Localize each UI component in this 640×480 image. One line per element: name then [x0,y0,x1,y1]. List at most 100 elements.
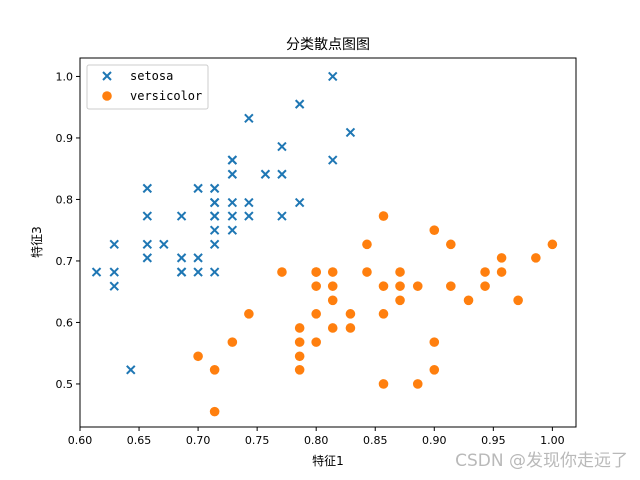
data-point-setosa [277,141,287,152]
y-tick-label: 0.9 [56,132,74,145]
data-point-versicolor [362,239,372,250]
data-point-versicolor [480,267,490,277]
data-point-versicolor [327,281,338,291]
data-point-versicolor [209,365,220,375]
x-axis-ticks: 0.60 0.65 0.70 0.75 0.80 0.85 0.90 0.95 1.00 [68,427,565,447]
data-point-setosa [277,211,287,221]
legend-label-setosa: setosa [130,69,173,83]
data-point-setosa [260,169,271,179]
data-point-setosa [209,239,220,250]
data-point-setosa [91,267,102,277]
data-point-setosa [142,183,153,194]
data-point-setosa [176,211,187,221]
data-point-versicolor [294,351,305,362]
data-point-versicolor [378,309,389,319]
x-tick-label: 0.95 [481,434,506,447]
data-point-versicolor [378,211,389,221]
data-point-versicolor [327,267,338,277]
data-point-versicolor [311,309,321,319]
x-tick-label: 0.90 [422,434,447,447]
x-tick-label: 0.70 [186,434,211,447]
data-point-setosa [142,239,153,250]
data-point-setosa [244,211,254,221]
x-tick-label: 0.80 [304,434,329,447]
legend-label-versicolor: versicolor [130,89,202,103]
data-point-setosa [328,155,338,165]
data-point-setosa [209,183,220,194]
data-point-setosa [328,71,338,82]
data-points [91,71,558,417]
data-point-setosa [294,197,305,208]
data-point-versicolor [345,323,356,333]
data-point-versicolor [294,323,305,333]
data-point-versicolor [496,253,507,263]
data-point-versicolor [395,281,405,291]
data-point-setosa [209,225,220,235]
chart-title: 分类散点图图 [286,37,370,53]
data-point-versicolor [378,281,389,291]
data-point-versicolor [446,281,456,291]
data-point-versicolor [311,281,321,291]
data-point-versicolor [463,295,474,306]
data-point-setosa [345,127,356,138]
y-axis-ticks: 0.5 0.6 0.7 0.8 0.9 1.0 [56,70,80,391]
data-point-setosa [209,197,220,208]
x-tick-label: 0.75 [245,434,270,447]
data-point-versicolor [378,379,389,389]
x-tick-label: 0.65 [127,434,152,447]
data-point-versicolor [395,267,405,277]
data-point-setosa [193,253,203,263]
data-point-setosa [109,281,119,291]
y-tick-label: 1.0 [56,70,74,83]
legend-marker-setosa [102,71,112,81]
data-point-setosa [244,197,254,208]
data-point-versicolor [277,267,287,277]
x-tick-label: 0.60 [68,434,93,447]
watermark: CSDN @发现你走远了 [455,451,628,471]
y-axis-label: 特征3 [29,226,44,258]
data-point-setosa [142,253,153,263]
data-point-versicolor [362,267,372,277]
data-point-versicolor [327,295,338,306]
data-point-setosa [193,267,203,277]
data-point-setosa [109,267,119,277]
data-point-versicolor [429,225,440,235]
data-point-versicolor [429,365,440,375]
data-point-versicolor [294,337,305,347]
legend: setosa versicolor [86,64,209,110]
data-point-setosa [227,197,238,208]
data-point-versicolor [412,379,423,389]
data-point-versicolor [294,365,305,375]
y-tick-label: 0.6 [56,316,74,329]
data-point-setosa [227,225,238,235]
data-point-versicolor [531,253,541,263]
data-point-versicolor [547,239,558,250]
data-point-setosa [126,365,136,375]
data-point-versicolor [446,239,456,250]
data-point-versicolor [412,281,423,291]
data-point-setosa [227,211,238,221]
data-point-versicolor [193,351,203,362]
data-point-setosa [277,169,287,179]
data-point-versicolor [244,309,254,319]
data-point-setosa [209,267,220,277]
data-point-setosa [193,183,203,194]
data-point-setosa [176,267,187,277]
y-tick-label: 0.7 [56,255,74,268]
data-point-versicolor [209,406,220,417]
y-tick-label: 0.8 [56,193,74,206]
plot-area [79,57,577,428]
data-point-setosa [142,211,153,221]
data-point-versicolor [395,295,405,306]
data-point-versicolor [513,295,523,306]
data-point-setosa [227,155,238,165]
data-point-setosa [227,169,238,179]
legend-box [86,64,209,110]
data-point-setosa [294,99,305,109]
data-point-versicolor [327,323,338,333]
y-tick-label: 0.5 [56,378,74,391]
data-point-versicolor [227,337,238,347]
data-point-setosa [244,113,254,123]
data-point-versicolor [311,337,321,347]
